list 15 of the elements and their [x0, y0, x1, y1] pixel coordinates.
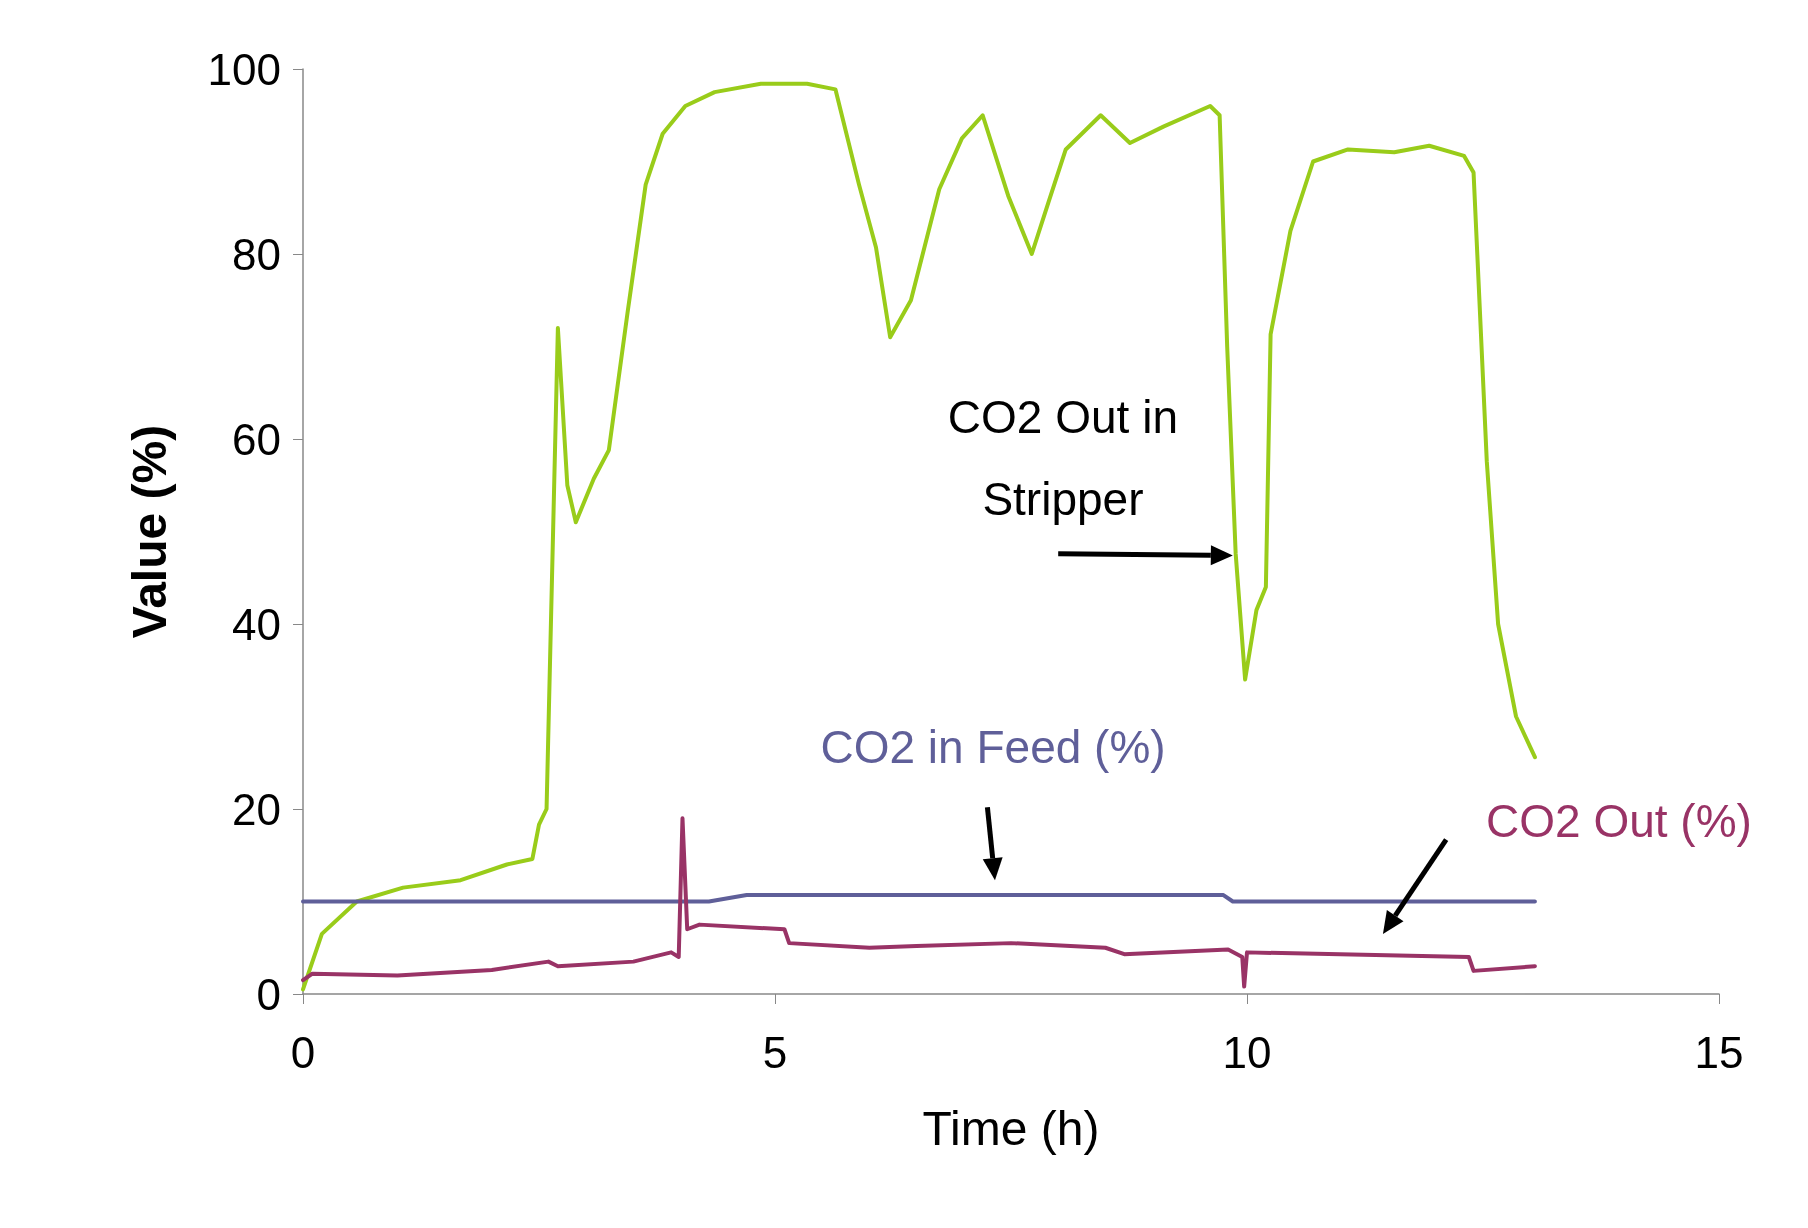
- y-axis-title: Value (%): [122, 424, 176, 639]
- y-tick-label: 80: [232, 229, 281, 279]
- series-label: CO2 Out in Stripper: [947, 390, 1178, 525]
- x-tick-label: 0: [290, 1027, 316, 1077]
- text: CO2 Out (%): [1486, 795, 1752, 848]
- y-tick-label: 60: [232, 414, 281, 464]
- x-tick-label: 10: [1222, 1027, 1272, 1077]
- y-tick-label: 20: [232, 784, 281, 834]
- x-tick-label: 5: [762, 1027, 788, 1077]
- text: CO2 in Feed (%): [820, 721, 1166, 774]
- x-tick-label: 15: [1694, 1027, 1744, 1077]
- y-tick-label: 40: [232, 599, 281, 649]
- y-tick-label: 0: [256, 969, 281, 1019]
- y-tick-label: 100: [207, 44, 281, 94]
- x-axis-title: Time (h): [922, 1101, 1100, 1155]
